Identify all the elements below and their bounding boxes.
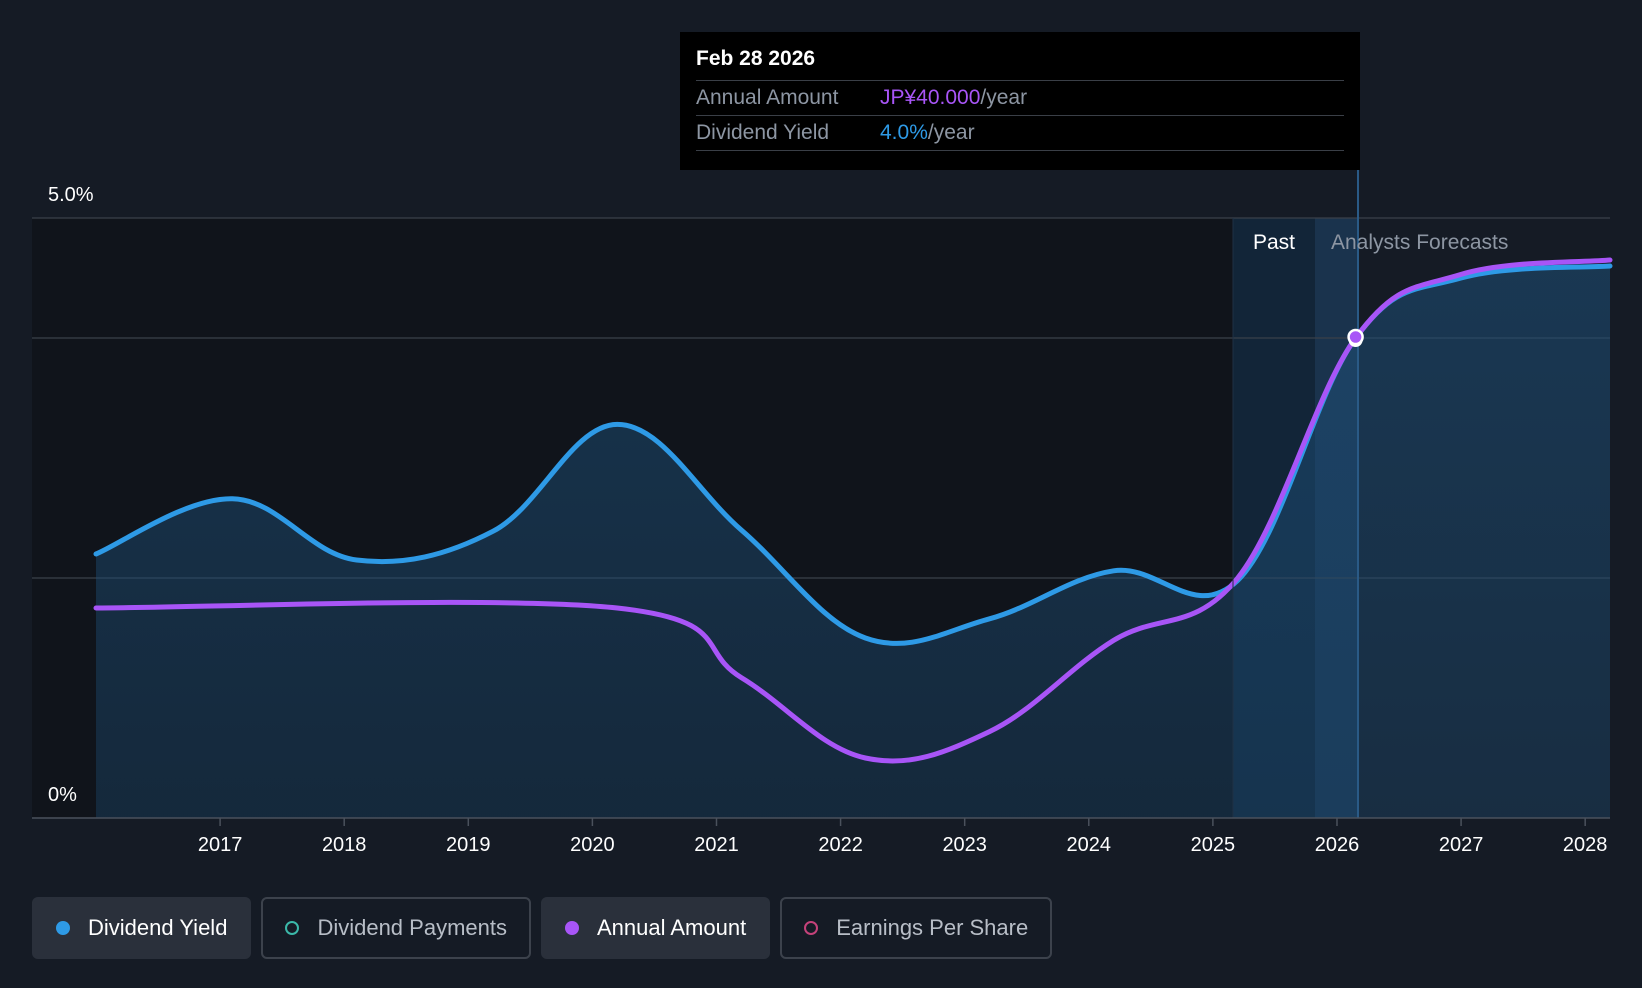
x-tick-label-2020: 2020: [570, 834, 615, 856]
tooltip-dividend-yield-row: Dividend Yield 4.0% /year: [696, 116, 1344, 151]
x-axis-ticks: 2017 2018 2019 2020 2021 2022 2023 2024 2025 2026…: [198, 818, 1608, 856]
tooltip-dividend-yield-value: 4.0%: [880, 121, 928, 144]
tooltip-annual-amount-unit: /year: [980, 86, 1028, 109]
legend-dividend-payments-button[interactable]: Dividend Payments: [261, 897, 531, 959]
dividend-payments-ring-icon: [285, 921, 300, 935]
x-tick-label-2017: 2017: [198, 834, 243, 856]
legend-dividend-yield-button[interactable]: Dividend Yield: [32, 897, 252, 959]
x-tick-label-2024: 2024: [1067, 834, 1112, 856]
tooltip-annual-amount-value: JP¥40.000: [880, 86, 981, 109]
legend-annual-amount-button[interactable]: Annual Amount: [540, 897, 771, 959]
tooltip: Feb 28 2026 Annual Amount JP¥40.000 /yea…: [680, 32, 1360, 170]
dividend-yield-dot-icon: [56, 921, 70, 935]
dividend-yield-area: [96, 266, 1610, 818]
annual-amount-dot-icon: [564, 921, 579, 935]
x-tick-label-2023: 2023: [942, 834, 987, 856]
past-label: Past: [1253, 231, 1295, 254]
legend-earnings-per-share-button[interactable]: Earnings Per Share: [780, 897, 1053, 959]
x-tick-label-2028: 2028: [1563, 834, 1608, 856]
tooltip-date: Feb 28 2026: [696, 46, 1344, 81]
annual-amount-marker: [1347, 328, 1364, 346]
x-tick-label-2022: 2022: [818, 834, 863, 856]
analysts-forecasts-label: Analysts Forecasts: [1331, 231, 1508, 254]
earnings-per-share-ring-icon: [804, 921, 819, 935]
x-tick-label-2019: 2019: [446, 834, 491, 856]
legend-annual-amount-label: Annual Amount: [596, 915, 747, 940]
y-tick-zero: 0%: [48, 784, 77, 806]
legend-dividend-yield-label: Dividend Yield: [88, 915, 228, 940]
legend-dividend-payments-label: Dividend Payments: [317, 915, 507, 940]
tooltip-dividend-yield-unit: /year: [927, 121, 975, 144]
annual-amount-line: [93, 257, 1613, 764]
tooltip-annual-amount-row: Annual Amount JP¥40.000 /year: [696, 81, 1344, 116]
x-tick-label-2025: 2025: [1191, 834, 1236, 856]
x-tick-label-2021: 2021: [694, 834, 739, 856]
tooltip-dividend-yield-label: Dividend Yield: [696, 121, 830, 144]
tooltip-annual-amount-label: Annual Amount: [696, 86, 839, 109]
y-tick-max: 5.0%: [48, 184, 94, 206]
x-tick-label-2026: 2026: [1315, 834, 1360, 856]
x-tick-label-2027: 2027: [1439, 834, 1484, 856]
legend-earnings-per-share-label: Earnings Per Share: [836, 915, 1029, 940]
x-tick-label-2018: 2018: [322, 834, 367, 856]
legend: Dividend Yield Dividend Payments Annual …: [32, 897, 1053, 959]
